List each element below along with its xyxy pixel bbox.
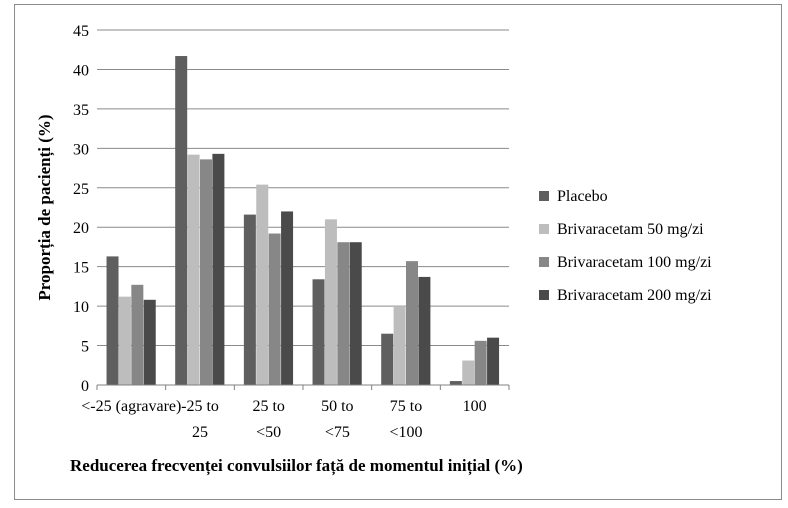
x-axis-title: Reducerea frecvenței convulsiilor față d…: [70, 456, 523, 476]
legend-swatch: [539, 257, 549, 267]
x-axis: [96, 384, 510, 390]
y-tick-label: 35: [73, 102, 89, 119]
bar: [406, 261, 418, 385]
bar: [212, 153, 225, 385]
x-category-label: -25 to 25: [181, 398, 219, 441]
bars: [106, 56, 500, 386]
bar: [243, 214, 256, 385]
bar: [462, 360, 475, 385]
y-axis-title: Proporția de pacienți (%): [35, 114, 55, 300]
x-category-label: 50 to <75: [321, 398, 353, 441]
legend-label: Brivaracetam 200 mg/zi: [557, 287, 712, 304]
bar: [312, 279, 325, 385]
legend-label: Placebo: [557, 188, 608, 205]
legend-swatch: [539, 191, 549, 201]
bar: [118, 296, 131, 385]
bar: [175, 56, 188, 386]
bar: [449, 381, 462, 385]
legend-swatch: [539, 290, 549, 300]
legend-label: Brivaracetam 100 mg/zi: [557, 254, 712, 271]
bar: [281, 211, 294, 385]
bar: [324, 219, 337, 385]
bar: [256, 184, 269, 385]
bar: [349, 242, 362, 385]
y-tick-label: 10: [73, 299, 89, 316]
legend: Placebo Brivaracetam 50 mg/zi Brivaracetam…: [539, 188, 712, 304]
chart-frame: 0 5 10 15 20 25 30 35 40 45 <-25 (agravare) -25 to…: [14, 4, 782, 500]
y-tick-label: 25: [73, 181, 89, 198]
y-tick-label: 45: [73, 23, 89, 40]
bar: [143, 299, 156, 385]
y-axis-ticks: 0 5 10 15 20 25 30 35 40 45: [73, 23, 89, 395]
y-tick-label: 0: [81, 378, 89, 395]
bar: [418, 276, 431, 385]
y-tick-label: 5: [81, 339, 89, 356]
x-axis-categories: <-25 (agravare) -25 to 25 25 to <50 50 to <75 7…: [81, 398, 486, 441]
bar-chart: 0 5 10 15 20 25 30 35 40 45 <-25 (agravare) -25 to…: [35, 23, 712, 476]
bar: [474, 340, 487, 385]
bar: [200, 159, 212, 385]
x-category-label: 100: [463, 398, 487, 415]
y-tick-label: 40: [73, 62, 89, 79]
bar: [381, 333, 394, 385]
y-tick-label: 20: [73, 220, 89, 237]
y-tick-label: 30: [73, 141, 89, 158]
bar: [268, 233, 281, 385]
x-category-label: <-25 (agravare): [81, 398, 181, 415]
bar: [393, 306, 406, 385]
bar: [337, 242, 350, 385]
gridlines: [97, 29, 509, 347]
legend-swatch: [539, 224, 549, 234]
x-category-label: 25 to <50: [252, 398, 284, 441]
legend-label: Brivaracetam 50 mg/zi: [557, 221, 704, 238]
y-tick-label: 15: [73, 260, 89, 277]
bar: [106, 256, 119, 385]
x-category-label: 75 to <100: [389, 398, 422, 441]
bar: [487, 337, 500, 385]
bar: [187, 154, 200, 385]
bar: [131, 284, 144, 385]
